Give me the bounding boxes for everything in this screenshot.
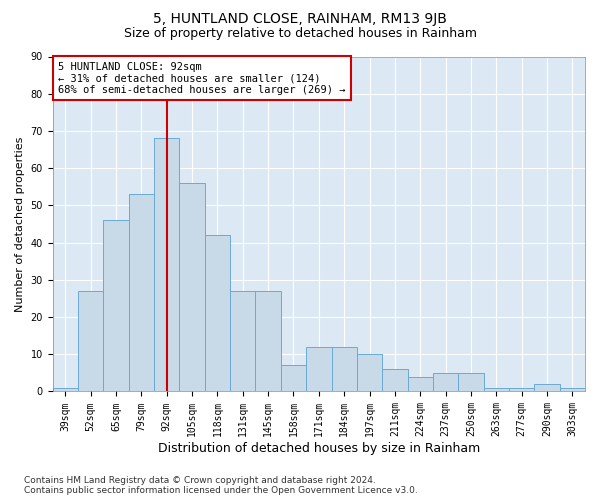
- Bar: [509, 388, 535, 392]
- Bar: [53, 388, 78, 392]
- Text: Contains HM Land Registry data © Crown copyright and database right 2024.
Contai: Contains HM Land Registry data © Crown c…: [24, 476, 418, 495]
- Text: Size of property relative to detached houses in Rainham: Size of property relative to detached ho…: [124, 28, 476, 40]
- Bar: [484, 388, 509, 392]
- Bar: [458, 373, 484, 392]
- Bar: [230, 291, 256, 392]
- Bar: [433, 373, 458, 392]
- Bar: [281, 366, 306, 392]
- Bar: [78, 291, 103, 392]
- Text: 5 HUNTLAND CLOSE: 92sqm
← 31% of detached houses are smaller (124)
68% of semi-d: 5 HUNTLAND CLOSE: 92sqm ← 31% of detache…: [58, 62, 346, 94]
- Bar: [407, 376, 433, 392]
- Bar: [205, 235, 230, 392]
- Bar: [256, 291, 281, 392]
- Bar: [179, 183, 205, 392]
- Bar: [382, 369, 407, 392]
- Bar: [560, 388, 585, 392]
- Bar: [306, 347, 332, 392]
- Bar: [332, 347, 357, 392]
- Bar: [154, 138, 179, 392]
- Bar: [357, 354, 382, 392]
- Bar: [129, 194, 154, 392]
- Bar: [535, 384, 560, 392]
- X-axis label: Distribution of detached houses by size in Rainham: Distribution of detached houses by size …: [158, 442, 480, 455]
- Y-axis label: Number of detached properties: Number of detached properties: [15, 136, 25, 312]
- Text: 5, HUNTLAND CLOSE, RAINHAM, RM13 9JB: 5, HUNTLAND CLOSE, RAINHAM, RM13 9JB: [153, 12, 447, 26]
- Bar: [103, 220, 129, 392]
